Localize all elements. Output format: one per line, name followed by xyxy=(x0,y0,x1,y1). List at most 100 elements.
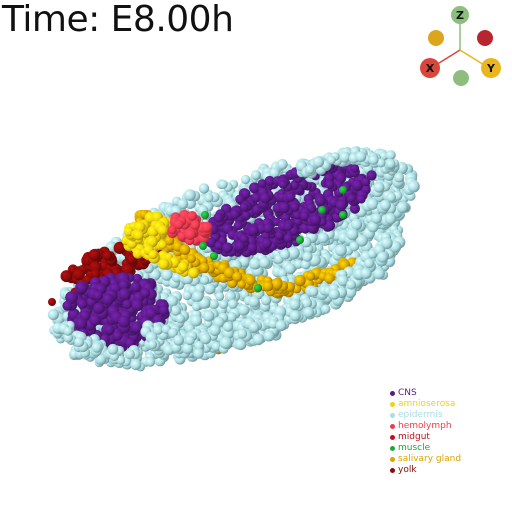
x-axis-ball xyxy=(420,58,440,78)
cell-sphere xyxy=(394,172,405,183)
cell-sphere xyxy=(202,310,215,322)
cell-sphere xyxy=(194,341,204,351)
cell-sphere xyxy=(277,268,288,278)
cell-sphere xyxy=(75,281,88,294)
legend-label: CNS xyxy=(398,388,417,398)
legend-swatch xyxy=(390,446,395,451)
cell-sphere xyxy=(241,174,251,185)
cell-sphere xyxy=(218,179,228,189)
cell-sphere xyxy=(124,349,135,360)
cell-sphere xyxy=(148,250,158,260)
z-axis-label: Z xyxy=(456,9,464,22)
cell-sphere xyxy=(328,288,340,300)
cell-sphere xyxy=(179,244,191,255)
legend-item: epidermis xyxy=(390,410,461,421)
cell-sphere xyxy=(166,295,179,307)
cell-sphere xyxy=(300,259,311,270)
cell-sphere xyxy=(346,279,356,290)
cell-sphere xyxy=(261,238,272,249)
cell-sphere xyxy=(349,241,360,252)
cell-sphere xyxy=(133,230,144,241)
cell-sphere xyxy=(276,158,288,170)
legend-label: muscle xyxy=(398,443,431,453)
cell-sphere xyxy=(256,223,267,234)
cell-sphere xyxy=(173,334,185,346)
cell-sphere xyxy=(60,270,73,283)
legend-label: hemolymph xyxy=(398,421,452,431)
cell-sphere xyxy=(248,321,260,333)
cell-sphere xyxy=(259,257,271,269)
cell-type-legend: CNS amnioserosa epidermis hemolymph midgut mu… xyxy=(390,388,461,476)
cell-sphere xyxy=(271,278,283,290)
cell-sphere xyxy=(139,288,151,299)
cell-sphere xyxy=(118,315,130,328)
x-axis-label: X xyxy=(426,62,435,75)
cell-sphere xyxy=(366,198,379,210)
cell-sphere xyxy=(344,286,357,299)
cell-sphere xyxy=(229,209,240,220)
cell-sphere xyxy=(201,211,209,219)
legend-item: hemolymph xyxy=(390,421,461,432)
cell-sphere xyxy=(356,194,366,204)
cell-cloud xyxy=(47,146,420,372)
cell-sphere xyxy=(210,252,218,260)
cell-sphere xyxy=(188,267,199,279)
cell-sphere xyxy=(177,198,189,210)
cell-sphere xyxy=(251,170,261,180)
legend-swatch xyxy=(390,435,395,440)
orientation-axes-widget[interactable]: Z X Y xyxy=(412,2,508,92)
legend-item: CNS xyxy=(390,388,461,399)
legend-swatch xyxy=(390,468,395,473)
cell-sphere xyxy=(350,218,363,231)
cell-sphere xyxy=(360,267,372,279)
cell-sphere xyxy=(346,228,359,241)
legend-label: midgut xyxy=(398,432,430,442)
cell-sphere xyxy=(219,336,232,349)
cell-sphere xyxy=(63,326,73,336)
cell-sphere xyxy=(294,274,306,287)
cell-sphere xyxy=(264,175,275,187)
cell-sphere xyxy=(245,275,256,286)
cell-sphere xyxy=(239,202,249,212)
cell-sphere xyxy=(312,156,325,168)
cell-sphere xyxy=(226,312,237,322)
cell-sphere xyxy=(317,232,329,244)
cell-sphere xyxy=(223,321,234,332)
cell-sphere xyxy=(145,357,156,367)
cell-sphere xyxy=(386,192,397,203)
cell-sphere xyxy=(384,212,397,225)
neg-x-axis-ball xyxy=(428,30,444,46)
cell-sphere xyxy=(325,179,335,190)
cell-sphere xyxy=(192,290,204,302)
cell-sphere xyxy=(237,280,246,289)
cell-sphere xyxy=(263,223,274,234)
cell-sphere xyxy=(361,177,371,187)
cell-sphere xyxy=(334,244,347,257)
cell-sphere xyxy=(238,304,250,316)
cell-sphere xyxy=(177,261,189,273)
cell-sphere xyxy=(263,330,275,342)
cell-sphere xyxy=(90,269,101,279)
y-axis-ball xyxy=(481,58,501,78)
cell-sphere xyxy=(204,283,216,295)
cell-sphere xyxy=(279,249,291,260)
cell-sphere xyxy=(241,210,251,220)
cell-sphere xyxy=(373,181,385,193)
cell-sphere xyxy=(371,213,382,224)
cell-sphere xyxy=(228,299,238,309)
cell-sphere xyxy=(173,219,184,230)
cell-sphere xyxy=(347,194,356,203)
cell-sphere xyxy=(306,271,316,281)
cell-sphere xyxy=(305,165,315,175)
cell-sphere xyxy=(88,248,101,261)
cell-sphere xyxy=(278,179,288,189)
cell-sphere xyxy=(190,220,200,230)
cell-sphere xyxy=(63,333,74,343)
cell-sphere xyxy=(257,179,267,188)
cell-sphere xyxy=(296,236,304,244)
cell-sphere xyxy=(407,180,420,193)
cell-sphere xyxy=(93,290,103,301)
cell-sphere xyxy=(289,298,301,311)
z-axis-ball xyxy=(451,6,469,24)
